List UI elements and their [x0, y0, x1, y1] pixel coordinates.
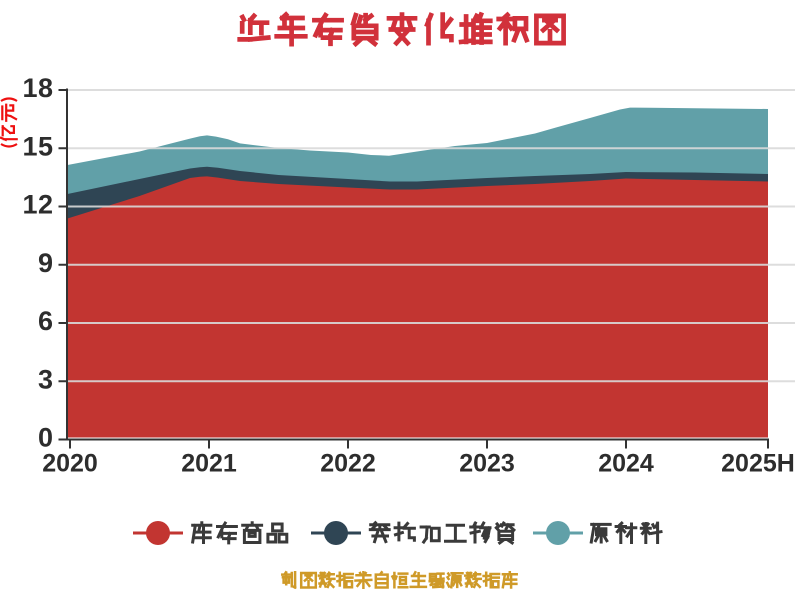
svg-text:6: 6: [38, 306, 54, 336]
svg-text:0: 0: [38, 423, 54, 453]
svg-text:2025H: 2025H: [721, 450, 795, 478]
svg-text:12: 12: [22, 190, 53, 220]
svg-text:3: 3: [38, 364, 54, 394]
svg-text:18: 18: [22, 73, 53, 103]
svg-text:15: 15: [22, 131, 53, 161]
svg-text:2024: 2024: [598, 450, 654, 478]
svg-text:2021: 2021: [181, 450, 237, 478]
svg-text:2023: 2023: [459, 450, 515, 478]
svg-text:2022: 2022: [320, 450, 376, 478]
svg-text:9: 9: [38, 248, 54, 278]
svg-text:2020: 2020: [42, 450, 98, 478]
